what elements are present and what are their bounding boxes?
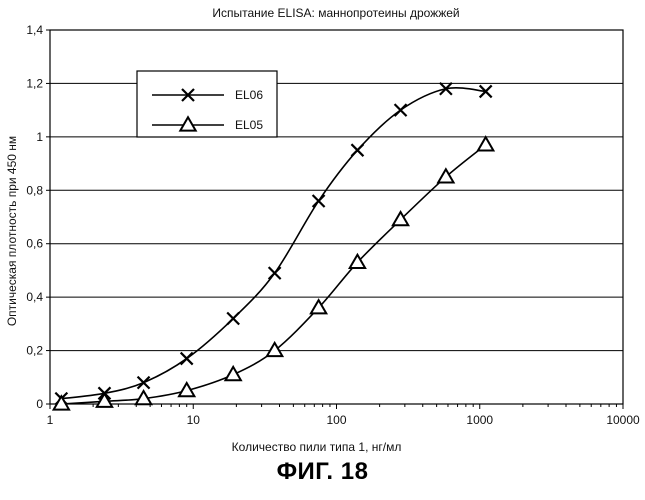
data-point-el06 [181, 353, 193, 365]
y-tick-label: 0 [36, 397, 43, 411]
data-point-el05 [438, 169, 453, 182]
plot-frame [50, 30, 623, 404]
x-tick-label: 1000 [466, 413, 493, 427]
data-point-el05 [267, 343, 282, 356]
y-tick-label: 1 [36, 130, 43, 144]
data-point-el05 [225, 367, 240, 380]
data-point-el05 [478, 137, 493, 150]
x-tick-label: 1 [47, 413, 54, 427]
x-tick-label: 100 [326, 413, 346, 427]
legend: EL06 EL05 [137, 71, 277, 137]
grid-layer [50, 83, 623, 350]
y-tick-label: 0,2 [26, 344, 43, 358]
data-point-el06 [269, 267, 281, 279]
legend-label-el05: EL05 [235, 118, 263, 132]
y-tick-label: 0,8 [26, 183, 43, 197]
y-tick-label: 0,4 [26, 290, 43, 304]
x-axis-label: Количество пили типа 1, нг/мл [232, 440, 402, 454]
data-point-el06 [138, 377, 150, 389]
data-point-el06 [351, 144, 363, 156]
figure-caption: ФИГ. 18 [0, 458, 645, 486]
data-point-el06 [395, 104, 407, 116]
y-axis-label: Оптическая плотность при 450 нм [5, 136, 19, 326]
data-point-el06 [313, 195, 325, 207]
legend-label-el06: EL06 [235, 88, 263, 102]
y-tick-label: 1,4 [26, 23, 43, 37]
chart-title: Испытание ELISA: маннопротеины дрожжей [212, 6, 459, 20]
x-tick-label: 10 [187, 413, 201, 427]
x-tick-label: 10000 [606, 413, 640, 427]
y-tick-label: 0,6 [26, 237, 43, 251]
elisa-chart: Испытание ELISA: маннопротеины дрожжей 0… [0, 0, 645, 455]
data-point-el06 [227, 313, 239, 325]
y-tick-label: 1,2 [26, 76, 43, 90]
